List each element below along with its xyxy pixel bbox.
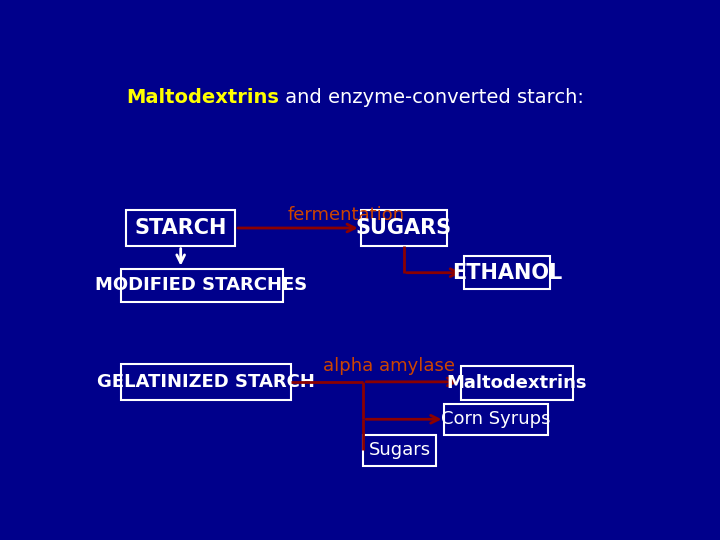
- Text: Corn Syrups: Corn Syrups: [441, 410, 551, 428]
- Text: SUGARS: SUGARS: [356, 218, 452, 238]
- Text: fermentation: fermentation: [288, 206, 405, 224]
- Text: MODIFIED STARCHES: MODIFIED STARCHES: [96, 276, 307, 294]
- Text: Maltodextrins: Maltodextrins: [126, 87, 279, 107]
- Text: and enzyme-converted starch:: and enzyme-converted starch:: [279, 87, 584, 107]
- Text: ETHANOL: ETHANOL: [452, 262, 562, 283]
- Text: Maltodextrins: Maltodextrins: [446, 374, 587, 392]
- Text: alpha amylase: alpha amylase: [323, 357, 454, 375]
- Text: STARCH: STARCH: [135, 218, 227, 238]
- Text: GELATINIZED STARCH: GELATINIZED STARCH: [97, 373, 315, 391]
- Text: Sugars: Sugars: [369, 442, 431, 460]
